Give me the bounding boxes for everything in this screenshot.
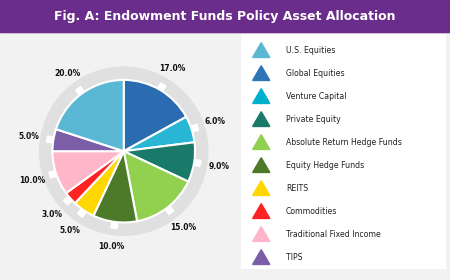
Wedge shape [75, 151, 124, 216]
Polygon shape [252, 66, 270, 80]
Text: 10.0%: 10.0% [19, 176, 45, 185]
Wedge shape [66, 151, 124, 203]
Polygon shape [166, 206, 174, 214]
Polygon shape [76, 87, 84, 95]
Polygon shape [252, 227, 270, 241]
Text: Fig. A: Endowment Funds Policy Asset Allocation: Fig. A: Endowment Funds Policy Asset All… [54, 10, 396, 23]
Text: 5.0%: 5.0% [59, 226, 80, 235]
Polygon shape [77, 209, 86, 217]
Text: 3.0%: 3.0% [41, 210, 62, 219]
Text: 9.0%: 9.0% [208, 162, 230, 171]
Text: Commodities: Commodities [286, 207, 337, 216]
Text: 5.0%: 5.0% [18, 132, 39, 141]
Text: 17.0%: 17.0% [160, 64, 186, 73]
Polygon shape [252, 112, 270, 127]
Polygon shape [194, 160, 201, 166]
Wedge shape [53, 129, 124, 151]
Wedge shape [53, 151, 124, 193]
Polygon shape [252, 158, 270, 172]
Polygon shape [252, 43, 270, 57]
Text: 20.0%: 20.0% [54, 69, 80, 78]
Polygon shape [63, 197, 72, 205]
Wedge shape [94, 151, 137, 223]
Text: Venture Capital: Venture Capital [286, 92, 346, 101]
Wedge shape [124, 142, 195, 181]
Wedge shape [56, 80, 124, 151]
FancyBboxPatch shape [0, 0, 450, 33]
Polygon shape [47, 136, 53, 143]
Circle shape [40, 67, 208, 235]
Polygon shape [252, 135, 270, 150]
Text: Private Equity: Private Equity [286, 115, 341, 123]
Polygon shape [252, 89, 270, 104]
Polygon shape [252, 204, 270, 218]
Polygon shape [111, 222, 117, 228]
Text: Equity Hedge Funds: Equity Hedge Funds [286, 160, 364, 170]
FancyBboxPatch shape [237, 29, 450, 276]
Text: 6.0%: 6.0% [205, 117, 226, 126]
Wedge shape [124, 117, 194, 151]
Wedge shape [124, 80, 186, 151]
Polygon shape [158, 83, 166, 91]
Text: REITS: REITS [286, 184, 308, 193]
Polygon shape [252, 181, 270, 195]
Text: 15.0%: 15.0% [170, 223, 196, 232]
Polygon shape [49, 171, 56, 178]
Text: Global Equities: Global Equities [286, 69, 344, 78]
Polygon shape [191, 124, 198, 132]
Text: U.S. Equities: U.S. Equities [286, 46, 335, 55]
Text: TIPS: TIPS [286, 253, 302, 262]
Polygon shape [252, 250, 270, 264]
Text: Traditional Fixed Income: Traditional Fixed Income [286, 230, 381, 239]
Text: 10.0%: 10.0% [99, 242, 125, 251]
Text: Absolute Return Hedge Funds: Absolute Return Hedge Funds [286, 137, 402, 146]
Wedge shape [124, 151, 188, 221]
